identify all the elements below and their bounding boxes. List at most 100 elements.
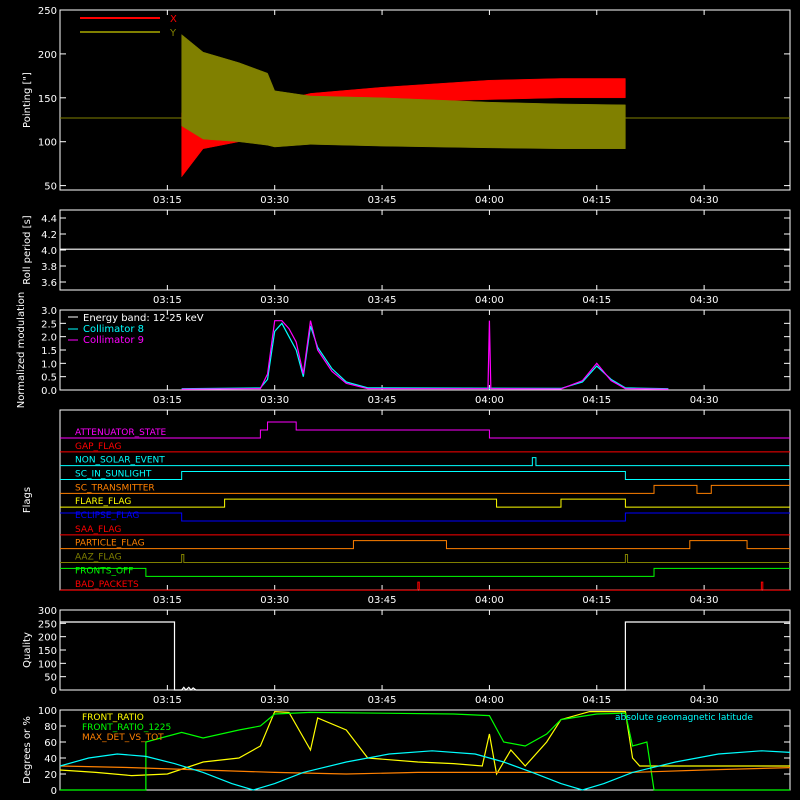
flag-fronts_off-line: [60, 567, 790, 577]
flags-xtick-label: 04:30: [690, 595, 719, 606]
pointing-ytick-label: 100: [38, 138, 57, 149]
quality-xtick-label: 04:00: [475, 695, 504, 706]
ratios-ylabel: Degrees or %: [22, 716, 33, 784]
roll-xtick-label: 04:15: [582, 295, 611, 306]
flag-gap_flag-label: GAP_FLAG: [75, 442, 121, 452]
modulation-xtick-label: 04:00: [475, 395, 504, 406]
roll-ytick-label: 3.8: [41, 262, 57, 273]
ratios-ytick-label: 20: [44, 770, 57, 781]
flag-non_solar_event-label: NON_SOLAR_EVENT: [75, 456, 165, 466]
modulation-ytick-label: 2.0: [41, 333, 57, 344]
flag-particle_flag-label: PARTICLE_FLAG: [75, 539, 145, 549]
roll-xtick-label: 03:15: [153, 295, 182, 306]
modulation-ylabel: Normalized modulation: [16, 292, 27, 409]
roll-ytick-label: 4.2: [41, 230, 57, 241]
ratios-ytick-label: 80: [44, 722, 57, 733]
modulation-legend-label: Collimator 9: [83, 335, 144, 346]
modulation-series-0-line: [181, 322, 669, 390]
modulation-ytick-label: 1.0: [41, 359, 57, 370]
quality-ytick-label: 200: [38, 633, 57, 644]
flag-sc_in_sunlight-line: [60, 471, 790, 480]
flag-saa_flag-label: SAA_FLAG: [75, 525, 121, 535]
flag-bad_packets-line: [60, 581, 790, 591]
pointing-frame: [59, 9, 791, 191]
roll-xtick-label: 04:30: [690, 295, 719, 306]
flags-xtick-label: 03:15: [153, 595, 182, 606]
ratios-legend-label: FRONT_RATIO: [82, 713, 144, 723]
modulation-legend-label: Collimator 8: [83, 324, 144, 335]
modulation-ytick-label: 3.0: [41, 306, 57, 317]
roll-ytick-label: 4.4: [41, 214, 57, 225]
pointing-xtick-label: 03:30: [260, 195, 289, 206]
modulation-series-1-line: [181, 320, 669, 390]
modulation-ytick-label: 0.5: [41, 373, 57, 384]
modulation-ytick-label: 0.0: [41, 386, 57, 397]
ratios-series-3-line: [59, 750, 791, 791]
flag-aaz_flag-label: AAZ_FLAG: [75, 553, 122, 563]
flag-sc_transmitter-label: SC_TRANSMITTER: [75, 483, 155, 493]
flag-attenuator_state-line: [60, 421, 790, 439]
roll-xtick-label: 04:00: [475, 295, 504, 306]
roll-frame: [59, 209, 791, 291]
quality-ytick-label: 0: [51, 686, 57, 697]
flag-eclipse_flag-label: ECLIPSE_FLAG: [75, 511, 139, 521]
roll-ytick-label: 4.0: [41, 246, 57, 257]
ratios-legend-label: FRONT_RATIO_1225: [82, 723, 171, 733]
series-y-envelope: [181, 34, 626, 149]
flag-particle_flag-line: [60, 540, 790, 550]
flags-xtick-label: 03:30: [260, 595, 289, 606]
ratios-ytick-label: 100: [38, 706, 57, 717]
modulation-xtick-label: 03:45: [368, 395, 397, 406]
quality-xtick-label: 03:30: [260, 695, 289, 706]
quality-ytick-label: 150: [38, 646, 57, 657]
pointing-xtick-label: 04:15: [582, 195, 611, 206]
ratios-ytick-label: 0: [51, 786, 57, 797]
flag-sc_transmitter-line: [60, 484, 790, 494]
quality-ytick-label: 50: [44, 673, 57, 684]
ratios-frame: [59, 709, 791, 791]
flag-flare_flag-line: [60, 498, 790, 508]
quality-xtick-label: 04:15: [582, 695, 611, 706]
quality-ytick-label: 100: [38, 659, 57, 670]
quality-ylabel: Quality: [22, 632, 33, 668]
flags-ylabel: Flags: [22, 487, 33, 513]
ratios-annotation: absolute geomagnetic latitude: [615, 713, 753, 723]
flag-fronts_off-label: FRONTS_OFF: [75, 566, 133, 576]
quality-xtick-label: 03:15: [153, 695, 182, 706]
modulation-ytick-label: 2.5: [41, 319, 57, 330]
pointing-ylabel: Pointing ["]: [22, 72, 33, 128]
pointing-ytick-label: 200: [38, 50, 57, 61]
pointing-xtick-label: 04:30: [690, 195, 719, 206]
quality-xtick-label: 03:45: [368, 695, 397, 706]
ratios-series-0-line: [59, 710, 790, 777]
flags-xtick-label: 03:45: [368, 595, 397, 606]
quality-series-0-line: [60, 621, 790, 691]
modulation-xtick-label: 03:30: [260, 395, 289, 406]
roll-xtick-label: 03:30: [260, 295, 289, 306]
pointing-xtick-label: 03:15: [153, 195, 182, 206]
flag-attenuator_state-label: ATTENUATOR_STATE: [75, 428, 167, 438]
modulation-xtick-label: 03:15: [153, 395, 182, 406]
roll-xtick-label: 03:45: [368, 295, 397, 306]
roll-ylabel: Roll period [s]: [22, 215, 33, 284]
legend-x-label: X: [170, 14, 177, 25]
pointing-ytick-label: 250: [38, 6, 57, 17]
pointing-xtick-label: 04:00: [475, 195, 504, 206]
flag-non_solar_event-line: [60, 457, 790, 467]
pointing-ytick-label: 50: [44, 182, 57, 193]
ratios-ytick-label: 60: [44, 738, 57, 749]
ratios-series-2-line: [59, 765, 791, 775]
modulation-xtick-label: 04:15: [582, 395, 611, 406]
ratios-legend-label: MAX_DET_VS_TOT: [82, 733, 164, 743]
flag-aaz_flag-line: [60, 554, 790, 563]
flags-xtick-label: 04:15: [582, 595, 611, 606]
ratios-ytick-label: 40: [44, 754, 57, 765]
ratios-series-1-line: [60, 711, 790, 791]
quality-ytick-label: 250: [38, 619, 57, 630]
quality-ytick-label: 300: [38, 606, 57, 617]
flag-bad_packets-label: BAD_PACKETS: [75, 580, 139, 590]
pointing-ytick-label: 150: [38, 94, 57, 105]
legend-y-label: Y: [169, 28, 177, 39]
flag-eclipse_flag-line: [60, 512, 790, 522]
